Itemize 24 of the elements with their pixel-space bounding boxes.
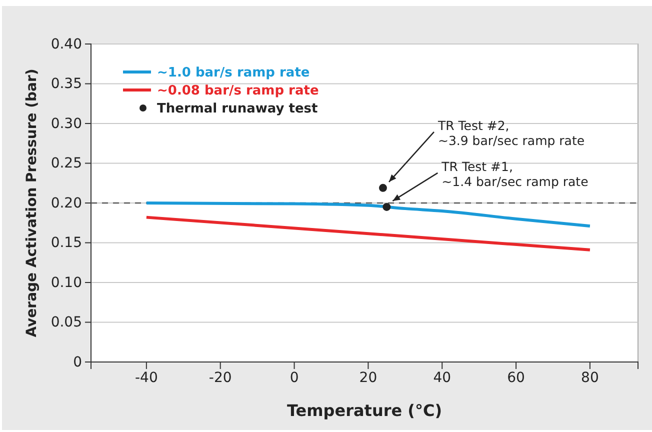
y-tick-label: 0.35 [50,76,82,92]
y-tick-label: 0 [73,354,82,370]
x-tick-label: 20 [359,370,378,386]
x-tick-label: 0 [290,370,299,386]
x-tick-label: 60 [507,370,525,386]
y-tick-label: 0.30 [50,116,82,132]
y-tick-label: 0.40 [50,36,82,52]
x-tick-label: -20 [208,370,232,386]
x-tick-label: 40 [433,370,452,386]
x-axis-title: Temperature (°C) [286,401,442,420]
legend-label: ~1.0 bar/s ramp rate [157,66,310,80]
annotation: TR Test #2, ~3.9 bar/sec ramp rate [436,118,585,148]
y-tick-label: 0.20 [50,195,82,212]
x-tick-label: -40 [135,370,158,386]
y-tick-label: 0.25 [50,156,82,172]
y-tick-label: 0.05 [50,314,82,331]
annotation: TR Test #1, ~1.4 bar/sec ramp rate [440,158,589,189]
y-tick-label: 0.10 [50,274,82,291]
x-tick-label: 80 [581,370,599,386]
legend-label: Thermal runaway test [157,102,318,116]
line-series [144,202,592,228]
legend-label: ~0.08 bar/s ramp rate [157,84,319,98]
y-tick-label: 0.15 [50,235,82,252]
y-axis-title: Average Activation Pressure (bar) [24,68,40,338]
